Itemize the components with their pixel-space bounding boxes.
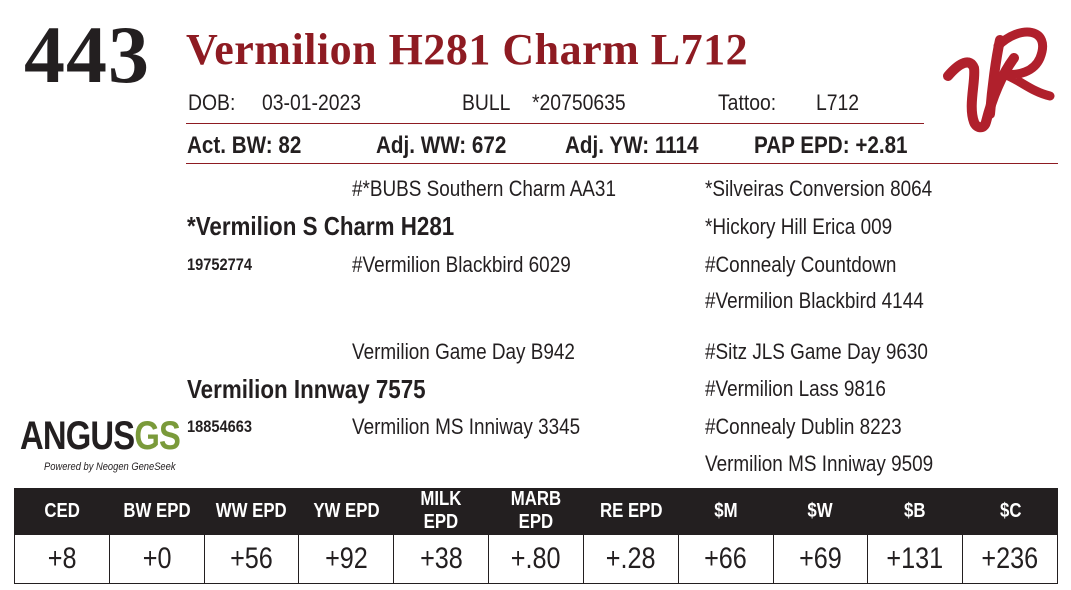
sire-dam: #Vermilion Blackbird 6029 (352, 252, 571, 277)
dam-reg-number: 18854663 (187, 417, 253, 436)
divider-rule (186, 163, 1058, 164)
epd-header: YW EPD (298, 488, 394, 535)
sire-name: *Vermilion S Charm H281 (187, 211, 455, 241)
epd-value: +92 (298, 534, 395, 584)
epd-header: BW EPD (108, 488, 205, 535)
epd-header: $B (867, 488, 963, 535)
dam-dam: Vermilion MS Inniway 3345 (352, 414, 581, 439)
epd-value: +236 (962, 534, 1058, 584)
angus-logo-tagline: Powered by Neogen GeneSeek (44, 461, 176, 473)
dob-label: DOB: (188, 90, 236, 115)
epd-header: RE EPD (582, 488, 679, 535)
epd-header-row: CED BW EPD WW EPD YW EPD MILK EPD MARB E… (14, 488, 1058, 535)
epd-value: +69 (772, 534, 869, 584)
sire-sire-sire: *Silveiras Conversion 8064 (705, 176, 933, 201)
epd-value: +66 (677, 534, 774, 584)
dam-sire-sire: #Sitz JLS Game Day 9630 (705, 339, 928, 364)
dob-value: 03-01-2023 (262, 90, 362, 115)
sire-sire: #*BUBS Southern Charm AA31 (352, 176, 616, 201)
lot-number: 443 (24, 9, 150, 100)
epd-value: +56 (203, 534, 300, 584)
epd-header: MILK EPD (393, 488, 489, 535)
epd-header: $C (962, 488, 1058, 535)
epd-value: +38 (393, 534, 490, 584)
sex-value: BULL (462, 90, 511, 115)
tattoo-label: Tattoo: (718, 90, 777, 115)
epd-value: +8 (14, 534, 110, 584)
divider-rule (186, 123, 924, 124)
actual-birth-weight: Act. BW: 82 (187, 132, 302, 159)
sire-reg-number: 19752774 (187, 255, 253, 274)
epd-value: +131 (867, 534, 964, 584)
epd-header: $M (677, 488, 773, 535)
dam-name: Vermilion Innway 7575 (187, 374, 426, 404)
adjusted-yearling-weight: Adj. YW: 1114 (565, 132, 699, 159)
dam-dam-dam: Vermilion MS Inniway 9509 (705, 451, 934, 476)
animal-name: Vermilion H281 Charm L712 (186, 25, 749, 74)
adjusted-weaning-weight: Adj. WW: 672 (376, 132, 507, 159)
epd-header: MARB EPD (488, 488, 584, 535)
dam-sire-dam: #Vermilion Lass 9816 (705, 376, 886, 401)
sire-sire-dam: *Hickory Hill Erica 009 (705, 214, 893, 239)
tattoo-value: L712 (816, 90, 860, 115)
dam-dam-sire: #Connealy Dublin 8223 (705, 414, 902, 439)
sire-dam-dam: #Vermilion Blackbird 4144 (705, 288, 924, 313)
epd-table: CED BW EPD WW EPD YW EPD MILK EPD MARB E… (14, 488, 1058, 584)
pap-epd: PAP EPD: +2.81 (754, 132, 908, 159)
epd-header: CED (14, 488, 110, 535)
dam-sire: Vermilion Game Day B942 (352, 339, 575, 364)
epd-value-row: +8 +0 +56 +92 +38 +.80 +.28 +66 +69 +131… (14, 534, 1058, 584)
registration-number: *20750635 (532, 90, 626, 115)
epd-value: +.28 (582, 534, 679, 584)
angus-gs-logo: ANGUSGS Powered by Neogen GeneSeek (20, 416, 181, 480)
epd-value: +0 (108, 534, 205, 584)
epd-header: $W (772, 488, 868, 535)
ranch-logo (940, 18, 1058, 134)
epd-value: +.80 (488, 534, 584, 584)
epd-header: WW EPD (203, 488, 299, 535)
sire-dam-sire: #Connealy Countdown (705, 252, 897, 277)
angus-logo-text: ANGUSGS (20, 414, 181, 458)
